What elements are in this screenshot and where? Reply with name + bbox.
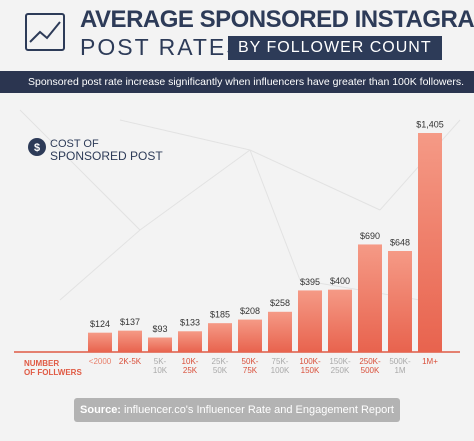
value-label: $208	[240, 306, 260, 316]
x-tick-label: 500K-1M	[389, 357, 411, 375]
source: Source: influencer.co's Influencer Rate …	[74, 398, 400, 422]
x-axis-label: OF FOLLWERS	[24, 368, 82, 377]
value-label: $648	[390, 237, 410, 247]
bar	[298, 290, 322, 352]
x-tick-label: 100K-150K	[299, 357, 321, 375]
subtitle: Sponsored post rate increase significant…	[28, 76, 465, 88]
source-text: influencer.co's Influencer Rate and Enga…	[124, 404, 394, 416]
value-label: $124	[90, 319, 110, 329]
network-pattern	[19, 109, 461, 301]
legend-label: COST OF	[50, 138, 99, 150]
x-tick-label: 1M+	[422, 357, 438, 366]
x-tick-label: 10K-25K	[181, 357, 199, 375]
x-tick-label: 150K-250K	[329, 357, 351, 375]
title-tag: BY FOLLOWER COUNT	[228, 36, 442, 60]
value-label: $1,405	[416, 119, 444, 129]
title-icon	[25, 13, 65, 51]
value-label: $185	[210, 310, 230, 320]
bar	[88, 332, 112, 352]
value-label: $690	[360, 231, 380, 241]
value-label: $133	[180, 318, 200, 328]
bar	[118, 330, 142, 352]
x-axis-label: NUMBER	[24, 359, 60, 368]
bar	[388, 251, 412, 352]
value-label: $93	[152, 324, 167, 334]
x-tick-label: <2000	[88, 357, 112, 366]
bar	[148, 337, 172, 352]
bar	[418, 133, 442, 352]
bar	[238, 319, 262, 352]
x-tick-label: 75K-100K	[270, 357, 290, 375]
value-label: $395	[300, 277, 320, 287]
source-label: Source:	[80, 404, 121, 416]
bar	[268, 311, 292, 352]
title-line2: POST RATES	[80, 34, 244, 60]
value-label: $258	[270, 298, 290, 308]
bar	[208, 323, 232, 352]
bar	[328, 289, 352, 352]
source-box	[74, 398, 400, 422]
legend-label: SPONSORED POST	[50, 149, 163, 163]
value-label: $137	[120, 317, 140, 327]
value-label: $400	[330, 276, 350, 286]
bar	[178, 331, 202, 352]
x-tick-label: 25K-50K	[211, 357, 229, 375]
subtitle-banner	[0, 71, 474, 93]
x-tick-label: 5K-10K	[152, 357, 168, 375]
x-tick-label: 2K-5K	[118, 357, 142, 366]
title: AVERAGE SPONSORED INSTAGRAM	[80, 6, 474, 33]
svg-text:$: $	[34, 142, 40, 154]
bar	[358, 244, 382, 352]
x-tick-label: 50K-75K	[241, 357, 259, 375]
legend-icon: $	[28, 138, 46, 156]
x-tick-label: 250K-500K	[359, 357, 381, 375]
